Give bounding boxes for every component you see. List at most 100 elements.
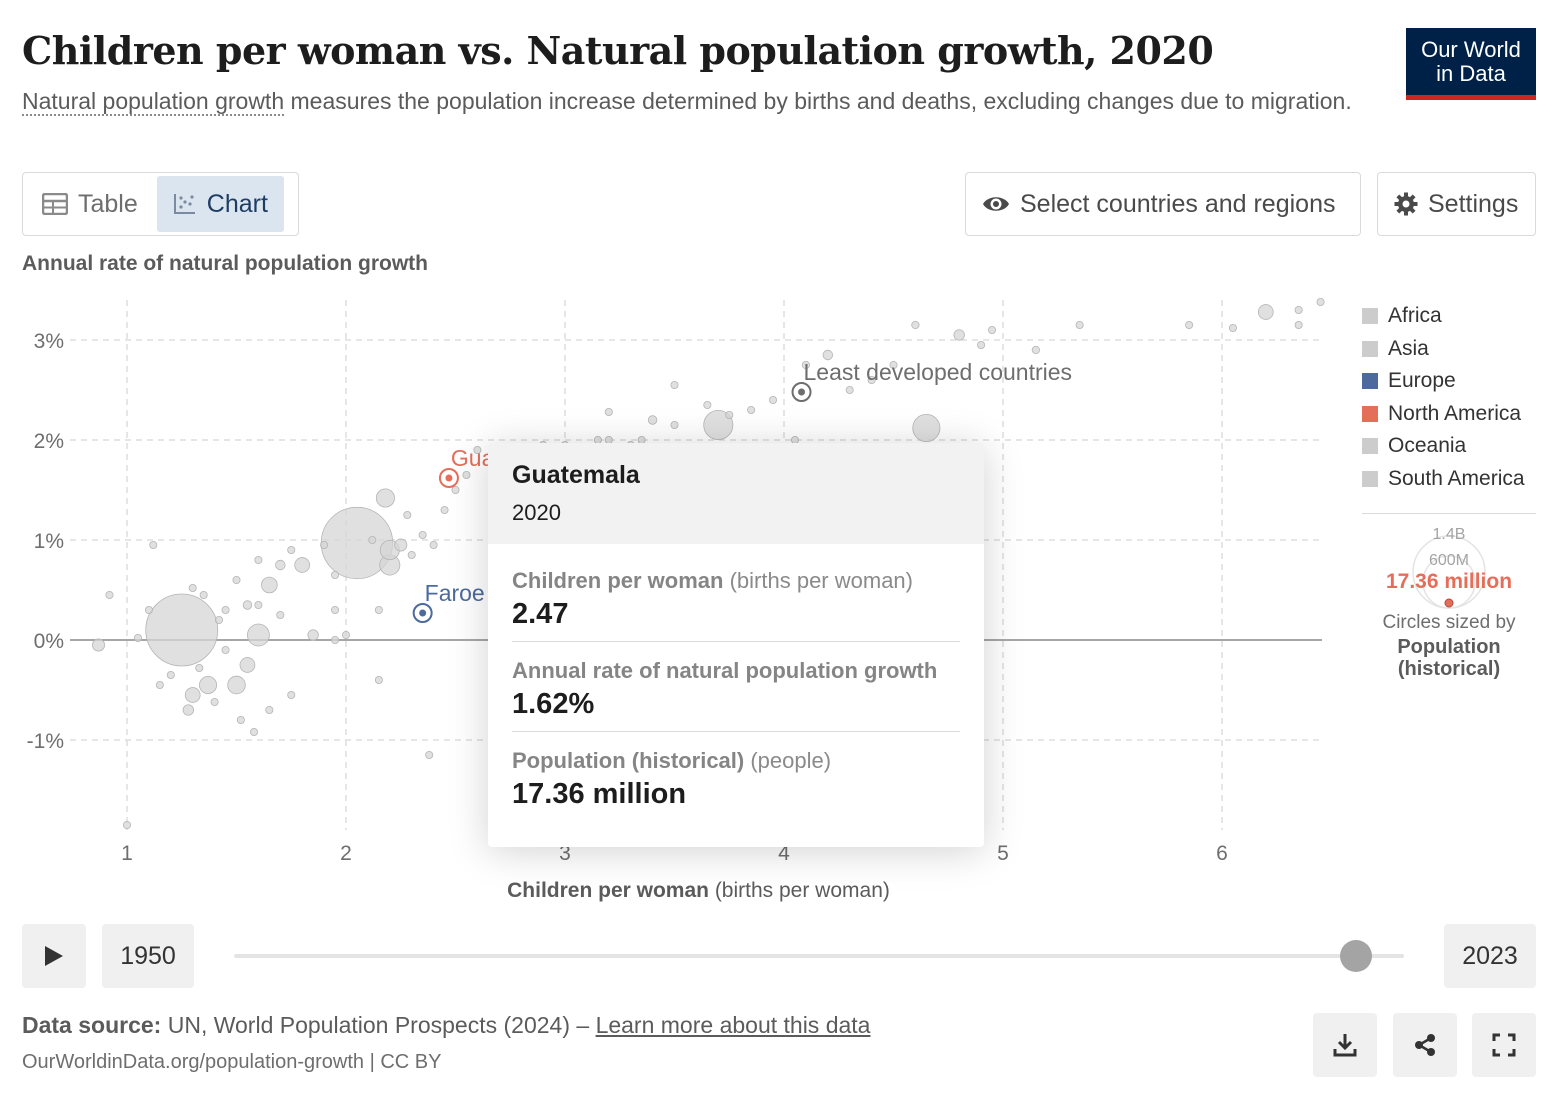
tooltip-row-label: Children per woman (births per woman) — [512, 566, 960, 596]
data-point — [92, 638, 106, 652]
y-tick-label: 1% — [34, 530, 64, 553]
labeled-point-dot — [419, 609, 427, 617]
timeline-end-year[interactable]: 2023 — [1444, 924, 1536, 988]
tab-chart[interactable]: Chart — [156, 176, 284, 232]
select-countries-label: Select countries and regions — [1020, 189, 1336, 218]
legend-swatch — [1362, 405, 1378, 422]
data-point — [221, 646, 230, 655]
legend-item-oceania[interactable]: Oceania — [1362, 430, 1525, 463]
y-tick-label: 2% — [34, 430, 64, 453]
data-point — [988, 325, 997, 334]
legend-swatch — [1362, 470, 1378, 487]
legend-item-europe[interactable]: Europe — [1362, 365, 1525, 398]
data-point — [294, 557, 311, 573]
data-point — [1031, 345, 1040, 355]
download-icon — [1333, 1034, 1357, 1057]
data-point — [889, 360, 898, 369]
data-point — [407, 551, 416, 560]
scatter-icon — [173, 194, 195, 214]
y-tick-label: 3% — [34, 330, 64, 353]
data-point — [239, 657, 256, 673]
size-legend-caption: Circles sized by — [1382, 612, 1516, 633]
settings-button[interactable]: Settings — [1377, 172, 1536, 236]
color-legend: Africa Asia Europe North America Oceania… — [1362, 300, 1525, 495]
legend-item-asia[interactable]: Asia — [1362, 333, 1525, 366]
legend-label: Europe — [1388, 369, 1456, 393]
data-point — [307, 629, 319, 641]
tooltip-row-value: 1.62% — [512, 688, 595, 720]
data-point — [703, 400, 712, 409]
data-point — [287, 691, 296, 700]
tooltip-metric-unit: (people) — [744, 748, 832, 773]
timeline-start-year[interactable]: 1950 — [102, 924, 194, 988]
data-point — [425, 751, 434, 760]
x-tick-label: 1 — [121, 842, 133, 860]
data-point — [1257, 304, 1274, 320]
tooltip-row: Annual rate of natural population growth… — [512, 642, 960, 732]
data-point — [368, 536, 377, 545]
timeline-track[interactable] — [234, 954, 1404, 958]
data-point — [725, 410, 734, 419]
learn-more-link[interactable]: Learn more about this data — [595, 1012, 871, 1038]
data-point — [232, 576, 241, 585]
legend-item-south-america[interactable]: South America — [1362, 463, 1525, 496]
chart-subtitle: Natural population growth measures the p… — [22, 86, 1372, 116]
tooltip-metric-name: Children per woman — [512, 568, 724, 593]
data-point — [145, 593, 219, 667]
legend-swatch — [1362, 308, 1378, 325]
fullscreen-button[interactable] — [1472, 1013, 1536, 1077]
tab-table[interactable]: Table — [26, 176, 154, 232]
chart-title: Children per woman vs. Natural populatio… — [22, 28, 1214, 73]
y-tick-label: -1% — [27, 730, 64, 753]
data-point — [394, 538, 408, 552]
legend-item-north-america[interactable]: North America — [1362, 398, 1525, 431]
source-label: Data source: — [22, 1012, 162, 1038]
size-legend-indicator[interactable]: Population (historical) — [1362, 636, 1536, 680]
data-point — [1075, 320, 1084, 329]
y-axis-title: Annual rate of natural population growth — [22, 252, 428, 275]
data-point — [769, 395, 778, 404]
tab-table-label: Table — [78, 189, 138, 218]
data-point — [418, 531, 427, 540]
tooltip: Guatemala 2020 Children per woman (birth… — [488, 443, 984, 847]
data-point — [977, 340, 986, 349]
legend-label: North America — [1388, 401, 1522, 425]
data-point — [867, 375, 876, 384]
share-button[interactable] — [1393, 1013, 1457, 1077]
data-point — [254, 601, 263, 610]
tooltip-year: 2020 — [512, 500, 561, 525]
data-source: Data source: UN, World Population Prospe… — [22, 1012, 870, 1039]
source-url[interactable]: OurWorldinData.org/population-growth | C… — [22, 1051, 442, 1073]
select-countries-button[interactable]: Select countries and regions — [965, 172, 1361, 236]
labeled-point-dot — [445, 474, 453, 482]
owid-logo[interactable]: Our World in Data — [1406, 28, 1536, 100]
data-point — [105, 591, 114, 600]
data-point — [341, 631, 350, 640]
tooltip-row: Population (historical) (people) 17.36 m… — [512, 732, 960, 821]
subtitle-text: measures the population increase determi… — [284, 88, 1352, 114]
legend-item-africa[interactable]: Africa — [1362, 300, 1525, 333]
gear-icon — [1394, 192, 1418, 216]
timeline-handle[interactable] — [1340, 940, 1372, 972]
data-point — [275, 559, 286, 571]
fullscreen-icon — [1492, 1033, 1516, 1057]
data-point — [1316, 297, 1325, 306]
data-point — [604, 407, 613, 416]
subtitle-definition-link[interactable]: Natural population growth — [22, 88, 285, 116]
play-button[interactable] — [22, 924, 86, 988]
data-point — [375, 488, 395, 508]
play-icon — [45, 946, 63, 966]
tooltip-header: Guatemala 2020 — [488, 443, 984, 544]
data-point — [1294, 305, 1303, 314]
data-point — [845, 385, 854, 394]
data-point — [166, 671, 175, 680]
size-legend-highlight: 17.36 million — [1385, 570, 1513, 593]
tab-chart-label: Chart — [206, 189, 268, 218]
size-indicator-name: Population — [1397, 636, 1501, 658]
data-point — [331, 571, 340, 580]
download-button[interactable] — [1313, 1013, 1377, 1077]
data-point — [670, 420, 679, 429]
data-point — [429, 541, 438, 550]
size-legend-large-label: 1.4B — [1432, 526, 1466, 543]
point-label: Least developed countries — [804, 359, 1073, 385]
